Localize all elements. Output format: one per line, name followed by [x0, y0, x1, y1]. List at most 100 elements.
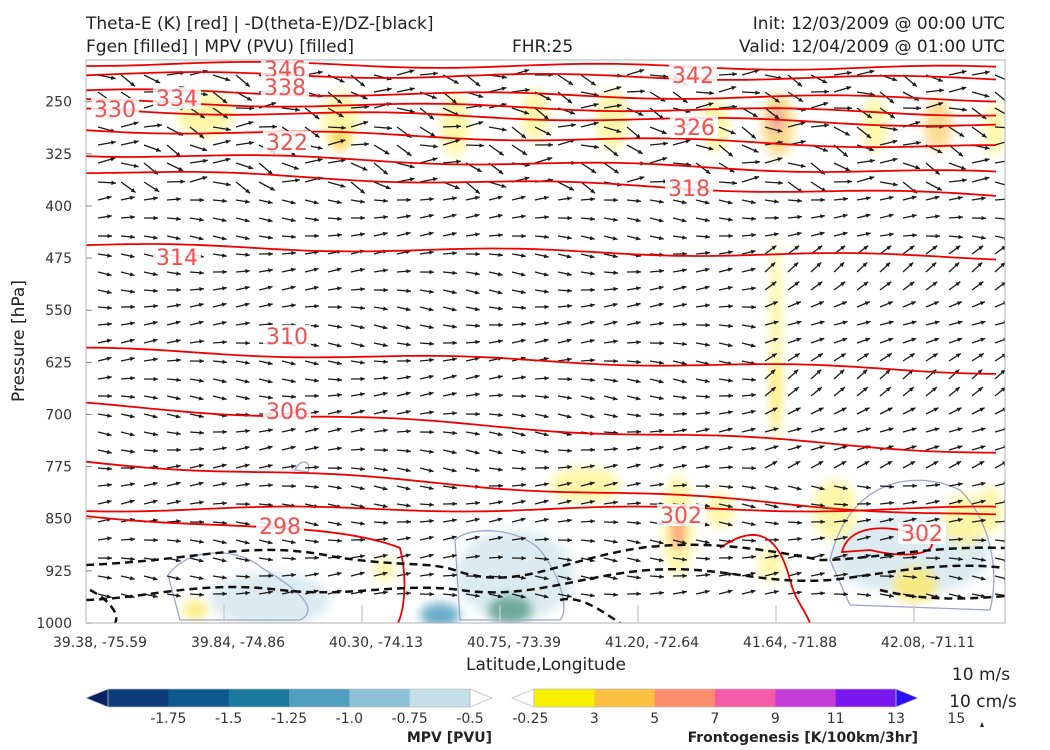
wind-vector-head: [1003, 576, 1005, 581]
wind-vector: [994, 302, 1005, 308]
wind-vector-head: [359, 392, 365, 397]
wind-vector-head: [362, 166, 368, 171]
wind-vector: [994, 217, 1005, 220]
wind-vector-head: [244, 379, 250, 384]
wind-vector-head: [705, 322, 710, 328]
wind-vector-head: [339, 78, 345, 83]
wind-vector-head: [360, 305, 365, 311]
wind-vector-head: [107, 466, 112, 471]
wind-vector-head: [521, 466, 526, 471]
wind-vector-head: [978, 353, 984, 358]
wind-vector-head: [429, 591, 434, 597]
wind-vector-head: [820, 503, 825, 508]
colorbar-frame: [533, 688, 897, 708]
wind-vector-head: [474, 593, 480, 598]
wind-vector-head: [175, 557, 181, 563]
wind-vector-head: [752, 112, 758, 117]
wind-vector-head: [910, 461, 916, 466]
wind-vector-head: [290, 267, 296, 273]
wind-vector-head: [525, 88, 530, 93]
wind-vector-head: [428, 307, 434, 312]
wind-vector-head: [709, 90, 714, 96]
wind-vector-head: [107, 375, 112, 380]
wind-vector-head: [819, 427, 825, 432]
wind-vector-head: [888, 320, 894, 325]
wind-vector: [994, 501, 1005, 505]
wind-vector-head: [360, 360, 365, 365]
wind-vector-head: [222, 98, 228, 104]
wind-vector-head: [705, 250, 710, 256]
wind-vector-head: [521, 393, 526, 399]
wind-vector-head: [590, 377, 595, 383]
wind-vector-head: [130, 234, 135, 240]
wind-vector-head: [129, 338, 135, 343]
wind-vector-head: [865, 196, 871, 201]
wind-vector-head: [612, 253, 618, 259]
wind-vector-head: [566, 499, 572, 504]
contour-label-bg: [261, 60, 309, 80]
wind-vector-head: [770, 262, 776, 268]
wind-vector-head: [336, 360, 342, 366]
stability-contour-4: [879, 588, 1005, 600]
wind-vector-head: [106, 195, 112, 200]
contour-label-bg: [263, 325, 311, 347]
wind-vector-head: [635, 217, 641, 223]
stability-contour-0: [86, 543, 1005, 579]
y-tick-label: 250: [45, 95, 72, 111]
wind-vector-head: [198, 539, 204, 544]
theta-e-line-346: [86, 61, 997, 71]
wind-vector-head: [862, 387, 868, 392]
wind-vector-head: [842, 445, 848, 450]
wind-vector-head: [384, 150, 390, 155]
wind-vector-head: [267, 428, 273, 433]
wind-vector-head: [568, 80, 574, 85]
wind-vector: [994, 181, 1005, 186]
wind-vector-head: [383, 428, 388, 433]
wind-vector-head: [658, 302, 664, 307]
wind-vector-head: [222, 269, 227, 275]
wind-vector-head: [221, 320, 227, 326]
wind-vector-head: [931, 387, 937, 392]
wind-vector-head: [364, 142, 369, 147]
wind-vector-head: [795, 407, 801, 412]
wind-vector-head: [290, 539, 296, 545]
wind-vector-head: [892, 139, 898, 144]
wind-vector-head: [498, 233, 503, 238]
wind-vector-head: [957, 499, 963, 504]
y-tick-label: 1000: [36, 616, 72, 632]
wind-vector-head: [708, 102, 714, 107]
wind-vector-head: [571, 123, 576, 128]
wind-vector-head: [817, 281, 823, 287]
contour-label-314: 314: [156, 246, 198, 271]
wind-vector-head: [613, 519, 618, 525]
wind-vector-head: [980, 427, 986, 432]
contour-label-322: 322: [266, 131, 308, 156]
wind-vector: [994, 198, 1005, 201]
wind-vector-head: [818, 301, 824, 306]
wind-vector-head: [107, 253, 112, 258]
wind-vector-head: [681, 445, 687, 450]
wind-vector-head: [474, 517, 480, 523]
wind-vector-head: [839, 387, 845, 392]
wind-vector-head: [107, 233, 112, 239]
wind-vector-head: [980, 337, 986, 342]
wind-vector-head: [590, 593, 595, 598]
wind-vector-head: [290, 445, 296, 450]
wind-vector-head: [267, 445, 273, 450]
wind-vector-head: [728, 323, 733, 329]
wind-vector-head: [409, 87, 415, 92]
wind-vector-head: [843, 572, 848, 577]
wind-vector-head: [796, 445, 802, 450]
wind-vector-head: [727, 427, 733, 432]
wind-vector-head: [750, 133, 756, 139]
wind-vector-head: [636, 359, 641, 365]
wind-vector-head: [524, 110, 530, 115]
wind-vector-head: [931, 262, 937, 268]
wind-vector-head: [933, 301, 939, 306]
wind-vector-head: [663, 74, 668, 79]
wind-vector-head: [797, 520, 802, 525]
wind-vector-head: [451, 231, 457, 237]
wind-vector-head: [360, 215, 365, 221]
wind-vector-head: [954, 387, 960, 392]
wind-vector-head: [130, 394, 135, 400]
